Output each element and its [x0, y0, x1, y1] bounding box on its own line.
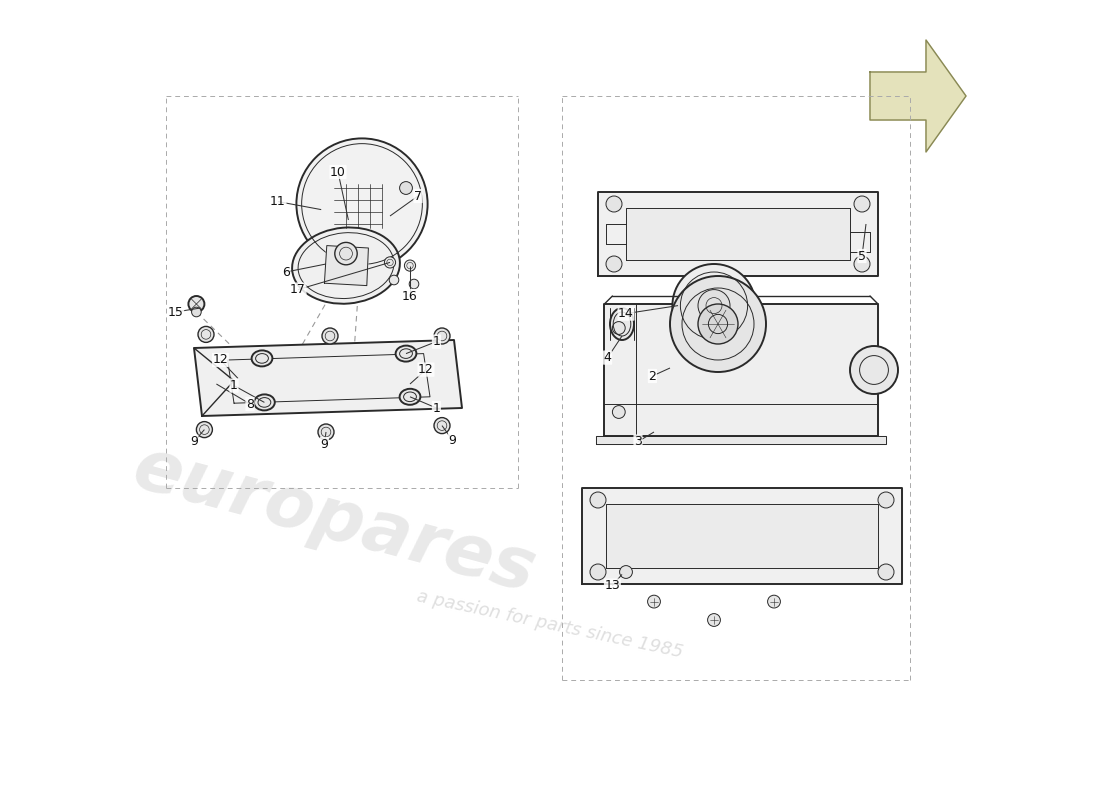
Ellipse shape [399, 389, 420, 405]
Text: 16: 16 [403, 290, 418, 302]
Circle shape [334, 242, 358, 265]
Text: 11: 11 [271, 195, 286, 208]
Text: 12: 12 [212, 354, 229, 366]
Polygon shape [604, 304, 878, 436]
Text: 15: 15 [167, 306, 184, 318]
Polygon shape [870, 40, 966, 152]
Ellipse shape [396, 346, 417, 362]
Circle shape [854, 196, 870, 212]
Circle shape [590, 564, 606, 580]
Circle shape [409, 279, 419, 289]
Text: a passion for parts since 1985: a passion for parts since 1985 [415, 587, 685, 661]
Circle shape [613, 322, 625, 334]
Circle shape [399, 182, 412, 194]
Polygon shape [626, 208, 850, 260]
Circle shape [191, 307, 201, 317]
Circle shape [698, 304, 738, 344]
Circle shape [389, 275, 399, 285]
Polygon shape [598, 192, 878, 276]
Text: 7: 7 [414, 190, 422, 202]
Circle shape [613, 406, 625, 418]
Circle shape [606, 196, 621, 212]
Text: 3: 3 [634, 435, 642, 448]
Circle shape [850, 346, 898, 394]
Circle shape [198, 326, 214, 342]
Polygon shape [582, 488, 902, 584]
Circle shape [384, 257, 396, 268]
Text: 6: 6 [282, 266, 290, 278]
Text: 13: 13 [605, 579, 620, 592]
Text: 9: 9 [449, 434, 456, 446]
Circle shape [768, 595, 780, 608]
Circle shape [197, 422, 212, 438]
Circle shape [405, 260, 416, 271]
Text: 1: 1 [432, 402, 440, 414]
Circle shape [648, 595, 660, 608]
Ellipse shape [610, 308, 634, 340]
Circle shape [322, 328, 338, 344]
Circle shape [707, 614, 721, 626]
Circle shape [878, 564, 894, 580]
Text: 9: 9 [320, 438, 328, 450]
Ellipse shape [293, 227, 400, 304]
Circle shape [434, 328, 450, 344]
Text: 9: 9 [190, 435, 198, 448]
Text: 5: 5 [858, 250, 866, 262]
Circle shape [188, 296, 205, 312]
Circle shape [590, 492, 606, 508]
Text: 1: 1 [230, 379, 238, 392]
Circle shape [619, 566, 632, 578]
Polygon shape [606, 504, 878, 568]
Circle shape [318, 424, 334, 440]
Text: europares: europares [125, 433, 542, 607]
Polygon shape [324, 246, 369, 286]
Circle shape [854, 256, 870, 272]
Circle shape [606, 256, 621, 272]
Circle shape [434, 418, 450, 434]
Circle shape [878, 492, 894, 508]
Text: 8: 8 [246, 398, 254, 410]
Text: 2: 2 [649, 370, 657, 382]
Text: 12: 12 [418, 363, 433, 376]
Text: 14: 14 [618, 307, 634, 320]
Circle shape [672, 264, 756, 347]
Text: 4: 4 [604, 351, 612, 364]
Polygon shape [194, 340, 462, 416]
Text: 1: 1 [432, 335, 440, 348]
Text: 10: 10 [330, 166, 345, 178]
Circle shape [670, 276, 766, 372]
Circle shape [296, 138, 428, 270]
Ellipse shape [254, 394, 275, 410]
Polygon shape [596, 436, 886, 444]
Text: 17: 17 [290, 283, 306, 296]
Circle shape [698, 290, 730, 322]
Ellipse shape [252, 350, 273, 366]
